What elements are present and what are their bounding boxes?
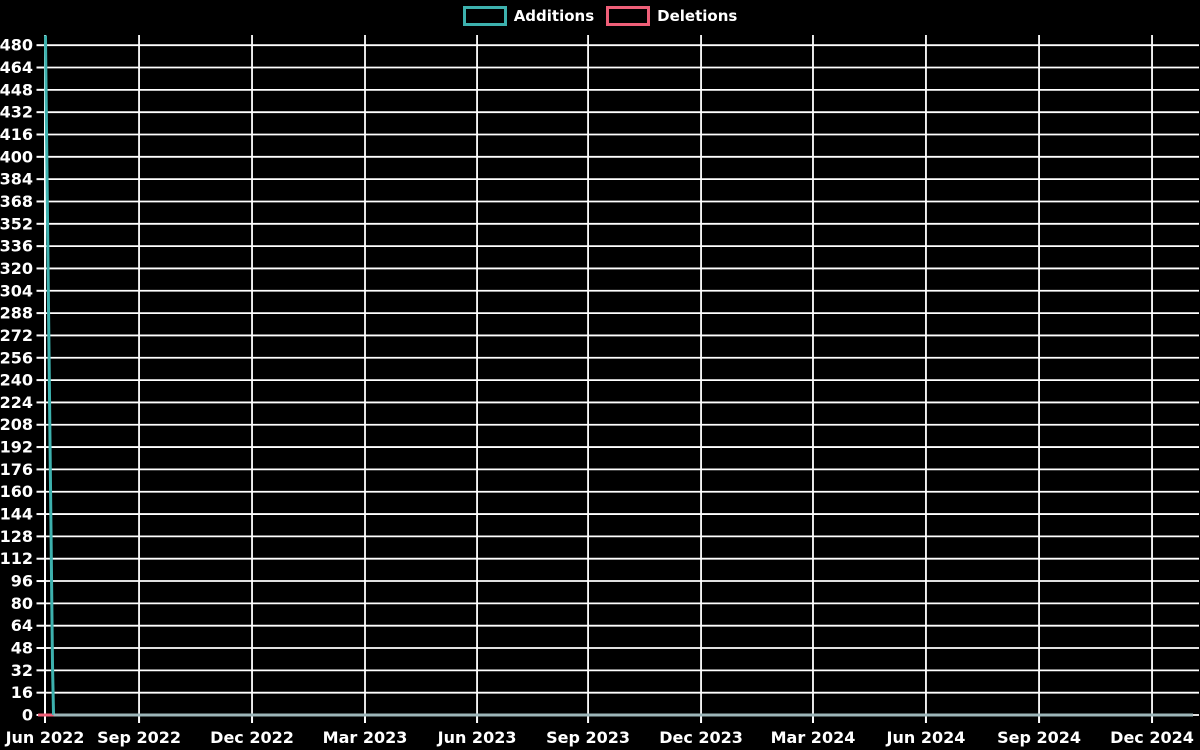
x-tick-label: Mar 2024 bbox=[771, 728, 856, 747]
y-tick-label: 368 bbox=[0, 192, 33, 211]
y-tick-label: 352 bbox=[0, 214, 33, 233]
y-tick-label: 464 bbox=[0, 58, 33, 77]
y-tick-label: 288 bbox=[0, 304, 33, 323]
y-tick-label: 96 bbox=[11, 572, 33, 591]
x-tick-label: Dec 2023 bbox=[659, 728, 743, 747]
y-tick-label: 304 bbox=[0, 281, 33, 300]
y-tick-label: 0 bbox=[22, 706, 33, 725]
y-tick-label: 208 bbox=[0, 415, 33, 434]
y-tick-label: 480 bbox=[0, 36, 33, 55]
x-tick-label: Jun 2022 bbox=[5, 728, 85, 747]
x-tick-label: Sep 2023 bbox=[546, 728, 630, 747]
y-tick-label: 80 bbox=[11, 594, 33, 613]
y-tick-label: 32 bbox=[11, 661, 33, 680]
y-tick-label: 432 bbox=[0, 103, 33, 122]
x-tick-label: Mar 2023 bbox=[323, 728, 408, 747]
y-tick-label: 176 bbox=[0, 460, 33, 479]
x-tick-label: Sep 2024 bbox=[997, 728, 1081, 747]
y-tick-label: 48 bbox=[11, 639, 33, 658]
y-tick-label: 272 bbox=[0, 326, 33, 345]
y-tick-label: 224 bbox=[0, 393, 33, 412]
y-tick-label: 448 bbox=[0, 80, 33, 99]
y-tick-label: 320 bbox=[0, 259, 33, 278]
x-tick-label: Sep 2022 bbox=[97, 728, 181, 747]
x-tick-label: Jun 2024 bbox=[886, 728, 966, 747]
y-tick-label: 128 bbox=[0, 527, 33, 546]
y-tick-label: 400 bbox=[0, 147, 33, 166]
y-tick-label: 112 bbox=[0, 549, 33, 568]
series-line-additions bbox=[43, 35, 56, 716]
y-tick-label: 336 bbox=[0, 237, 33, 256]
y-tick-label: 256 bbox=[0, 348, 33, 367]
y-tick-label: 16 bbox=[11, 683, 33, 702]
y-tick-label: 160 bbox=[0, 482, 33, 501]
x-tick-label: Dec 2024 bbox=[1110, 728, 1194, 747]
y-tick-label: 240 bbox=[0, 371, 33, 390]
y-tick-label: 192 bbox=[0, 438, 33, 457]
x-tick-label: Dec 2022 bbox=[210, 728, 294, 747]
y-tick-label: 416 bbox=[0, 125, 33, 144]
y-tick-label: 64 bbox=[11, 616, 33, 635]
y-tick-label: 384 bbox=[0, 170, 33, 189]
x-tick-label: Jun 2023 bbox=[437, 728, 517, 747]
y-tick-label: 144 bbox=[0, 505, 33, 524]
